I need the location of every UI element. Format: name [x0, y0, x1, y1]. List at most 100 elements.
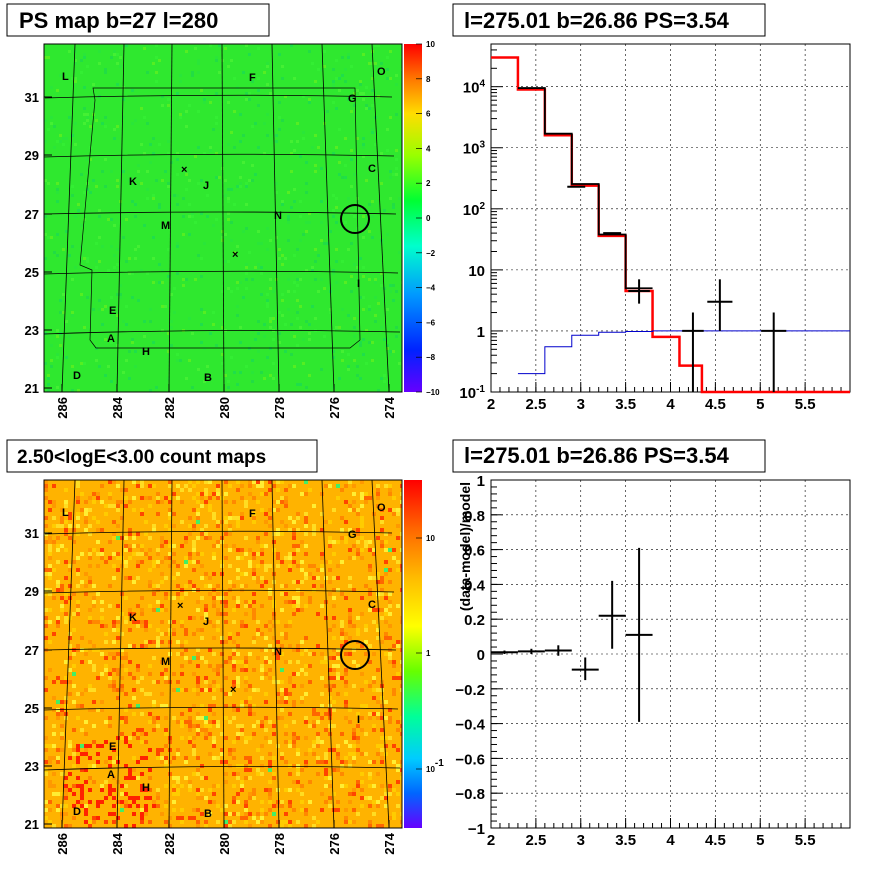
- count-map-pixel: [360, 788, 364, 792]
- ps-map-pixel: [77, 371, 80, 374]
- count-map-pixel: [268, 596, 272, 600]
- count-map-pixel: [228, 824, 232, 828]
- count-map-pixel: [304, 808, 308, 812]
- count-map-pixel: [240, 516, 244, 520]
- count-map-pixel: [120, 732, 124, 736]
- count-map-pixel: [348, 556, 352, 560]
- ps-map-pixel: [308, 101, 311, 104]
- count-map-pixel: [244, 660, 248, 664]
- ps-map-pixel: [338, 128, 341, 131]
- count-map-pixel: [116, 652, 120, 656]
- source-label-B: B: [204, 808, 212, 820]
- ps-map-pixel: [143, 47, 146, 50]
- count-map-pixel: [224, 544, 228, 548]
- count-map-pixel: [252, 712, 256, 716]
- count-map-pixel: [300, 684, 304, 688]
- count-map-pixel: [280, 592, 284, 596]
- count-map-pixel: [68, 512, 72, 516]
- count-map-pixel: [232, 704, 236, 708]
- ps-map-pixel: [146, 188, 149, 191]
- count-map-pixel: [192, 704, 196, 708]
- ps-map-pixel: [188, 179, 191, 182]
- ps-map-pixel: [320, 368, 323, 371]
- count-map-pixel: [400, 716, 402, 720]
- ps-map-pixel: [224, 194, 227, 197]
- ps-map-pixel: [176, 359, 179, 362]
- count-map-pixel: [312, 740, 316, 744]
- count-map-pixel: [276, 480, 280, 484]
- count-map-pixel: [96, 496, 100, 500]
- count-map-pixel: [160, 660, 164, 664]
- count-map-pixel: [184, 592, 188, 596]
- count-map-pixel: [164, 632, 168, 636]
- ps-map-pixel: [125, 260, 128, 263]
- y-tick-label: 21: [25, 817, 39, 832]
- ps-map-pixel: [113, 254, 116, 257]
- ps-map-pixel: [167, 332, 170, 335]
- count-map-pixel: [312, 576, 316, 580]
- ps-map-pixel: [128, 272, 131, 275]
- ps-map-pixel: [371, 131, 374, 134]
- count-map-pixel: [392, 660, 396, 664]
- ps-map-pixel: [218, 176, 221, 179]
- count-map-pixel: [296, 772, 300, 776]
- count-map-pixel: [112, 788, 116, 792]
- ps-map-pixel: [83, 86, 86, 89]
- ps-map-pixel: [383, 287, 386, 290]
- count-map-pixel: [188, 480, 192, 484]
- count-map-pixel: [268, 824, 272, 828]
- count-map-pixel: [224, 600, 228, 604]
- ps-map-pixel: [383, 374, 386, 377]
- count-map-pixel: [76, 600, 80, 604]
- count-map-pixel: [344, 816, 348, 820]
- count-map-pixel: [192, 584, 196, 588]
- count-map-pixel: [232, 800, 236, 804]
- count-map-pixel: [344, 716, 348, 720]
- count-map-pixel: [276, 528, 280, 532]
- x-tick-label: 2.5: [525, 396, 546, 413]
- count-map-pixel: [336, 540, 340, 544]
- count-map-pixel: [368, 772, 372, 776]
- count-map-pixel: [80, 636, 84, 640]
- count-map-pixel: [364, 624, 368, 628]
- ps-map-pixel: [188, 359, 191, 362]
- count-map-pixel: [400, 532, 402, 536]
- ps-map-pixel: [368, 308, 371, 311]
- ps-map-pixel: [320, 200, 323, 203]
- count-map-pixel: [280, 532, 284, 536]
- ps-map-pixel: [311, 305, 314, 308]
- count-map-pixel: [248, 760, 252, 764]
- count-map-pixel: [48, 536, 52, 540]
- count-map-pixel: [196, 732, 200, 736]
- count-map-pixel: [168, 620, 172, 624]
- ps-map-pixel: [395, 113, 398, 116]
- ps-map-pixel: [236, 305, 239, 308]
- count-map-pixel: [328, 628, 332, 632]
- count-map-pixel: [204, 524, 208, 528]
- ps-map-pixel: [335, 197, 338, 200]
- ps-map-pixel: [308, 338, 311, 341]
- count-map-pixel: [116, 620, 120, 624]
- ps-map-pixel: [188, 203, 191, 206]
- count-map-pixel: [72, 628, 76, 632]
- histogram-series: [517, 87, 653, 290]
- count-map-pixel: [56, 716, 60, 720]
- count-map-pixel: [320, 652, 324, 656]
- count-map-pixel: [288, 820, 292, 824]
- ps-map-pixel: [191, 212, 194, 215]
- count-map-pixel: [332, 624, 336, 628]
- count-map-pixel: [368, 684, 372, 688]
- count-map-pixel: [244, 804, 248, 808]
- count-map-pixel: [316, 756, 320, 760]
- count-map-pixel: [80, 704, 84, 708]
- count-map-pixel: [64, 500, 68, 504]
- count-map-pixel: [400, 620, 402, 624]
- panel-title: l=275.01 b=26.86 PS=3.54: [464, 443, 730, 468]
- count-map-pixel: [88, 548, 92, 552]
- count-map-pixel: [108, 812, 112, 816]
- ps-map-pixel: [332, 356, 335, 359]
- count-map-pixel: [108, 540, 112, 544]
- count-map-pixel: [240, 512, 244, 516]
- count-map-pixel: [92, 688, 96, 692]
- count-map-pixel: [384, 736, 388, 740]
